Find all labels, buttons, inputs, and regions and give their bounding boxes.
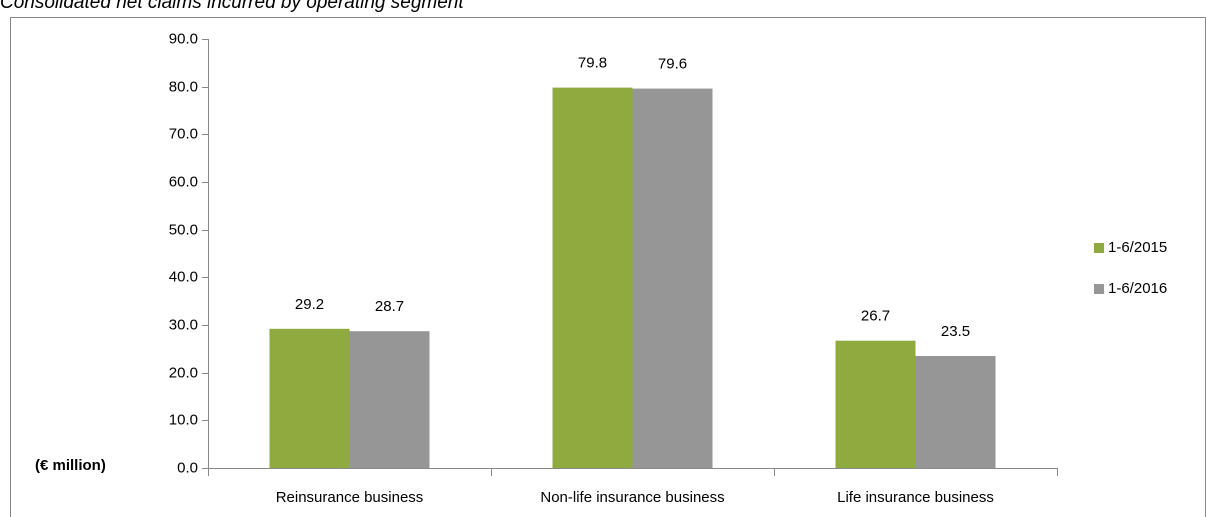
data-label: 79.8 — [578, 55, 607, 72]
x-tick-label: Non-life insurance business — [540, 489, 724, 506]
x-tick-label: Life insurance business — [837, 489, 994, 506]
y-tick-label: 0.0 — [177, 459, 198, 476]
y-tick-label: 10.0 — [169, 411, 198, 428]
legend-swatch — [1094, 284, 1104, 294]
y-tick-label: 70.0 — [169, 125, 198, 142]
y-axis-label: (€ million) — [35, 457, 106, 474]
y-tick-label: 60.0 — [169, 173, 198, 190]
y-tick-label: 20.0 — [169, 364, 198, 381]
data-label: 26.7 — [861, 308, 890, 325]
y-tick-label: 90.0 — [169, 30, 198, 47]
chart-title: Consolidated net claims incurred by oper… — [0, 0, 464, 13]
bar — [632, 88, 713, 468]
x-tick-label: Reinsurance business — [276, 489, 424, 506]
legend-swatch — [1094, 243, 1104, 253]
bar — [552, 87, 633, 469]
bar — [835, 340, 916, 468]
y-tick-label: 80.0 — [169, 78, 198, 95]
bar — [915, 355, 996, 468]
data-label: 79.6 — [658, 56, 687, 73]
legend-label: 1-6/2015 — [1108, 239, 1167, 256]
bar — [269, 328, 350, 468]
bar — [349, 331, 430, 468]
data-label: 23.5 — [941, 323, 970, 340]
data-label: 28.7 — [375, 298, 404, 315]
legend-label: 1-6/2016 — [1108, 280, 1167, 297]
y-tick-label: 50.0 — [169, 221, 198, 238]
y-tick-label: 30.0 — [169, 316, 198, 333]
data-label: 29.2 — [295, 296, 324, 313]
y-tick-label: 40.0 — [169, 268, 198, 285]
